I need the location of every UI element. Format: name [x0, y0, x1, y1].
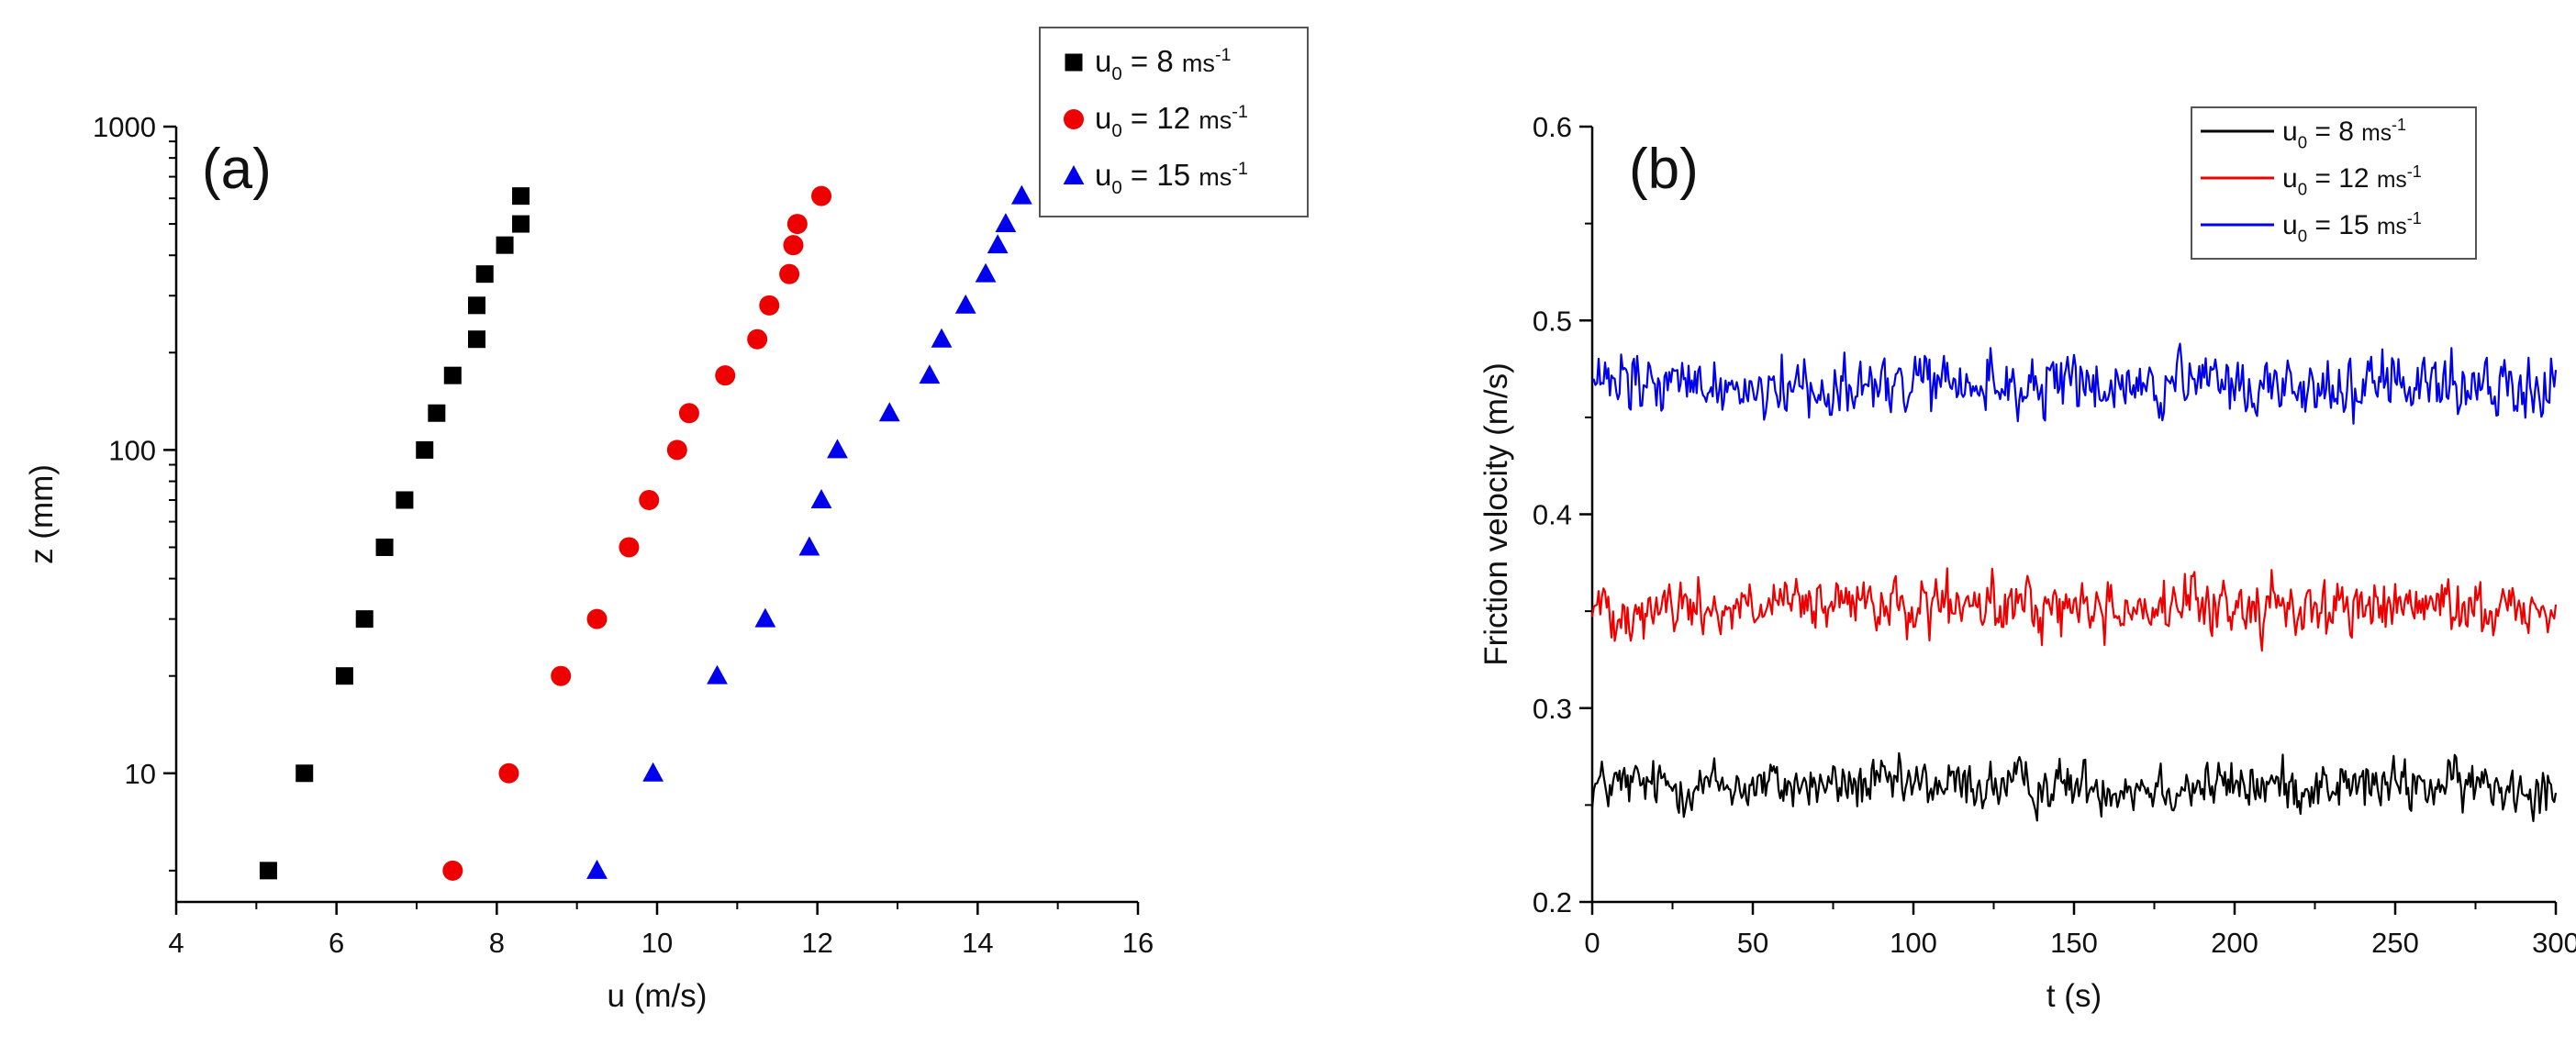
data-point: [786, 214, 808, 235]
data-point: [396, 491, 414, 509]
data-point: [468, 296, 485, 315]
legend-b: u0 = 8 ms-1 u0 = 12 ms-1 u0 = 15 ms-1: [2191, 106, 2477, 260]
series-a-triangle: [586, 184, 1032, 879]
legend-label: u0 = 15 ms-1: [1095, 158, 1248, 198]
panel-b: 0 50 100 150 200 250 300 0.2 0.3 0.4 0.5 0.6 t (s) Fr…: [1478, 106, 2576, 1014]
data-point: [754, 607, 776, 628]
x-tick-label: 6: [329, 927, 344, 959]
data-point: [987, 234, 1009, 254]
y-tick-label: 10: [125, 758, 156, 790]
data-point: [619, 537, 640, 558]
data-point: [551, 665, 572, 686]
y-tick-label: 0.3: [1533, 693, 1572, 725]
data-point: [259, 862, 277, 880]
series-b-line-1: [1590, 567, 2558, 652]
panel-label-a: (a): [202, 138, 272, 201]
data-point: [642, 762, 664, 782]
y-tick-label: 100: [108, 434, 156, 466]
data-point: [442, 860, 463, 881]
y-axis-label: Friction velocity (m/s): [1478, 362, 1514, 666]
x-tick-label: 8: [489, 927, 505, 959]
series-a-circle: [442, 185, 832, 881]
series-a-square: [259, 187, 530, 880]
x-tick-label: 50: [1737, 927, 1768, 959]
y-axis-label: z (mm): [24, 464, 60, 564]
data-point: [678, 403, 699, 424]
y-tick-label: 0.5: [1533, 305, 1572, 337]
panel-a: 4 6 8 10 12 14 16 10 100 1000 u (m/s) z (mm) (a) u0 =…: [24, 27, 1309, 1014]
legend-a: u0 = 8 ms-1 u0 = 12 ms-1 u0 = 15 ms-1: [1039, 27, 1309, 217]
data-point: [498, 762, 519, 784]
data-point: [779, 263, 800, 284]
data-point: [747, 328, 768, 350]
data-point: [355, 610, 374, 629]
data-point: [954, 294, 976, 314]
data-point: [296, 764, 314, 783]
y-tick-label: 0.2: [1533, 886, 1572, 918]
x-tick-label: 14: [962, 927, 993, 959]
data-point: [586, 608, 608, 629]
x-tick-label: 0: [1584, 927, 1600, 959]
data-point: [375, 538, 394, 556]
data-point: [443, 366, 462, 384]
data-point: [878, 402, 900, 422]
data-point: [798, 536, 820, 556]
legend-label: u0 = 12 ms-1: [2282, 162, 2422, 198]
panel-label-b: (b): [1629, 138, 1699, 201]
legend-marker: [1063, 165, 1085, 184]
data-point: [512, 187, 530, 206]
data-point: [639, 489, 660, 510]
legend-label: u0 = 15 ms-1: [2282, 209, 2422, 245]
legend-label: u0 = 12 ms-1: [1095, 101, 1248, 141]
data-point: [827, 439, 848, 459]
x-tick-label: 150: [2050, 927, 2098, 959]
data-point: [811, 185, 832, 206]
legend-marker: [1065, 53, 1083, 72]
legend-marker: [1064, 109, 1084, 129]
legend-box: [1039, 27, 1309, 217]
x-axis-label: t (s): [2046, 978, 2102, 1014]
series-b-line-2: [1591, 342, 2558, 425]
legend-label: u0 = 8 ms-1: [2282, 116, 2406, 151]
x-tick-label: 300: [2532, 927, 2576, 959]
data-point: [707, 664, 728, 684]
data-point: [428, 404, 446, 422]
series-b-line-0: [1590, 751, 2558, 823]
y-tick-label: 0.4: [1533, 499, 1572, 531]
y-tick-label: 0.6: [1533, 111, 1572, 143]
data-point: [468, 330, 485, 349]
data-point: [759, 295, 780, 316]
data-point: [810, 489, 832, 508]
data-point: [666, 440, 687, 461]
data-point: [1010, 184, 1032, 205]
x-tick-label: 16: [1122, 927, 1154, 959]
x-tick-label: 100: [1890, 927, 1937, 959]
data-point: [931, 328, 953, 348]
x-tick-label: 12: [801, 927, 832, 959]
data-point: [783, 235, 804, 256]
x-tick-label: 250: [2371, 927, 2419, 959]
data-point: [496, 236, 514, 254]
data-point: [512, 215, 530, 233]
data-point: [335, 667, 353, 685]
y-tick-label: 1000: [93, 111, 156, 143]
data-point: [475, 265, 494, 284]
x-tick-label: 10: [641, 927, 673, 959]
x-axis-label: u (m/s): [608, 978, 708, 1014]
legend-label: u0 = 8 ms-1: [1095, 44, 1232, 84]
data-point: [975, 262, 997, 283]
data-point: [919, 364, 941, 384]
data-point: [715, 365, 736, 386]
data-point: [586, 859, 608, 879]
x-tick-label: 200: [2211, 927, 2258, 959]
x-tick-label: 4: [168, 927, 184, 959]
data-point: [416, 440, 434, 459]
data-point: [995, 213, 1017, 233]
